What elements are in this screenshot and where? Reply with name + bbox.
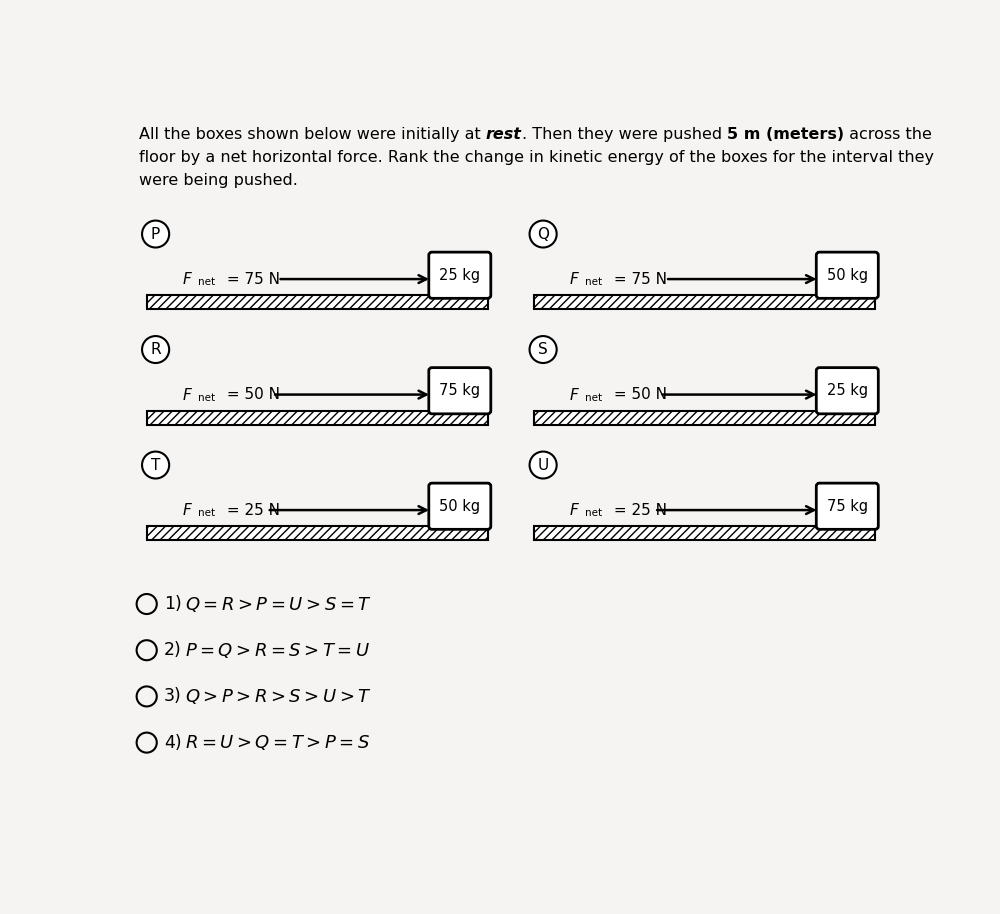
Text: $\it{F}$: $\it{F}$ [569, 387, 580, 402]
Bar [147, 295, 488, 309]
Text: $P=Q>R=S>T=U$: $P=Q>R=S>T=U$ [185, 641, 371, 660]
Text: = 50 N: = 50 N [609, 388, 667, 402]
Circle shape [142, 220, 169, 248]
Circle shape [137, 594, 157, 614]
Circle shape [137, 733, 157, 752]
Bar [147, 526, 488, 540]
Text: $\it{F}$: $\it{F}$ [182, 271, 193, 287]
FancyBboxPatch shape [816, 252, 878, 298]
Circle shape [137, 686, 157, 707]
FancyBboxPatch shape [429, 484, 491, 529]
Text: $\it{F}$: $\it{F}$ [182, 502, 193, 518]
Text: net: net [585, 508, 602, 518]
FancyBboxPatch shape [816, 367, 878, 414]
Circle shape [530, 220, 557, 248]
Text: $Q>P>R>S>U>T$: $Q>P>R>S>U>T$ [185, 687, 372, 706]
Bar [147, 410, 488, 425]
Bar [534, 295, 875, 309]
Text: . Then they were pushed: . Then they were pushed [522, 127, 727, 142]
Text: = 25 N: = 25 N [609, 503, 667, 517]
Bar [147, 295, 488, 309]
Bar [534, 410, 875, 425]
Text: 50 kg: 50 kg [827, 268, 868, 282]
FancyBboxPatch shape [429, 367, 491, 414]
Text: across the: across the [844, 127, 932, 142]
Text: 25 kg: 25 kg [827, 383, 868, 399]
Text: $\it{F}$: $\it{F}$ [182, 387, 193, 402]
Text: 75 kg: 75 kg [439, 383, 480, 399]
Text: = 75 N: = 75 N [609, 271, 667, 287]
Text: = 25 N: = 25 N [222, 503, 280, 517]
Text: floor by a net horizontal force. Rank the change in kinetic energy of the boxes : floor by a net horizontal force. Rank th… [139, 150, 934, 165]
Text: net: net [585, 277, 602, 287]
Text: 2): 2) [164, 642, 182, 659]
Text: net: net [198, 277, 215, 287]
Text: $\it{F}$: $\it{F}$ [569, 271, 580, 287]
Text: $\it{F}$: $\it{F}$ [569, 502, 580, 518]
Text: U: U [537, 458, 549, 473]
Circle shape [137, 640, 157, 660]
Text: Q: Q [537, 227, 549, 241]
Text: net: net [198, 393, 215, 403]
FancyBboxPatch shape [816, 484, 878, 529]
Text: 5 m (meters): 5 m (meters) [727, 127, 844, 142]
Bar [534, 410, 875, 425]
Circle shape [142, 452, 169, 479]
FancyBboxPatch shape [429, 252, 491, 298]
Text: All the boxes shown below were initially at: All the boxes shown below were initially… [139, 127, 486, 142]
Text: P: P [151, 227, 160, 241]
Text: 75 kg: 75 kg [827, 499, 868, 514]
Bar [147, 526, 488, 540]
Text: 50 kg: 50 kg [439, 499, 480, 514]
Text: net: net [198, 508, 215, 518]
Bar [534, 526, 875, 540]
Text: were being pushed.: were being pushed. [139, 173, 298, 187]
Bar [534, 526, 875, 540]
Text: $R=U>Q=T>P=S$: $R=U>Q=T>P=S$ [185, 733, 370, 752]
Text: net: net [585, 393, 602, 403]
Text: = 75 N: = 75 N [222, 271, 280, 287]
Text: 1): 1) [164, 595, 182, 613]
Text: R: R [150, 342, 161, 357]
Text: rest: rest [486, 127, 522, 142]
Text: $Q=R>P=U>S=T$: $Q=R>P=U>S=T$ [185, 594, 372, 613]
Text: = 50 N: = 50 N [222, 388, 280, 402]
Text: S: S [538, 342, 548, 357]
Circle shape [530, 452, 557, 479]
Circle shape [530, 336, 557, 363]
Bar [534, 295, 875, 309]
Text: 25 kg: 25 kg [439, 268, 480, 282]
Text: T: T [151, 458, 160, 473]
Circle shape [142, 336, 169, 363]
Bar [147, 410, 488, 425]
Text: 3): 3) [164, 687, 182, 706]
Text: 4): 4) [164, 734, 181, 751]
